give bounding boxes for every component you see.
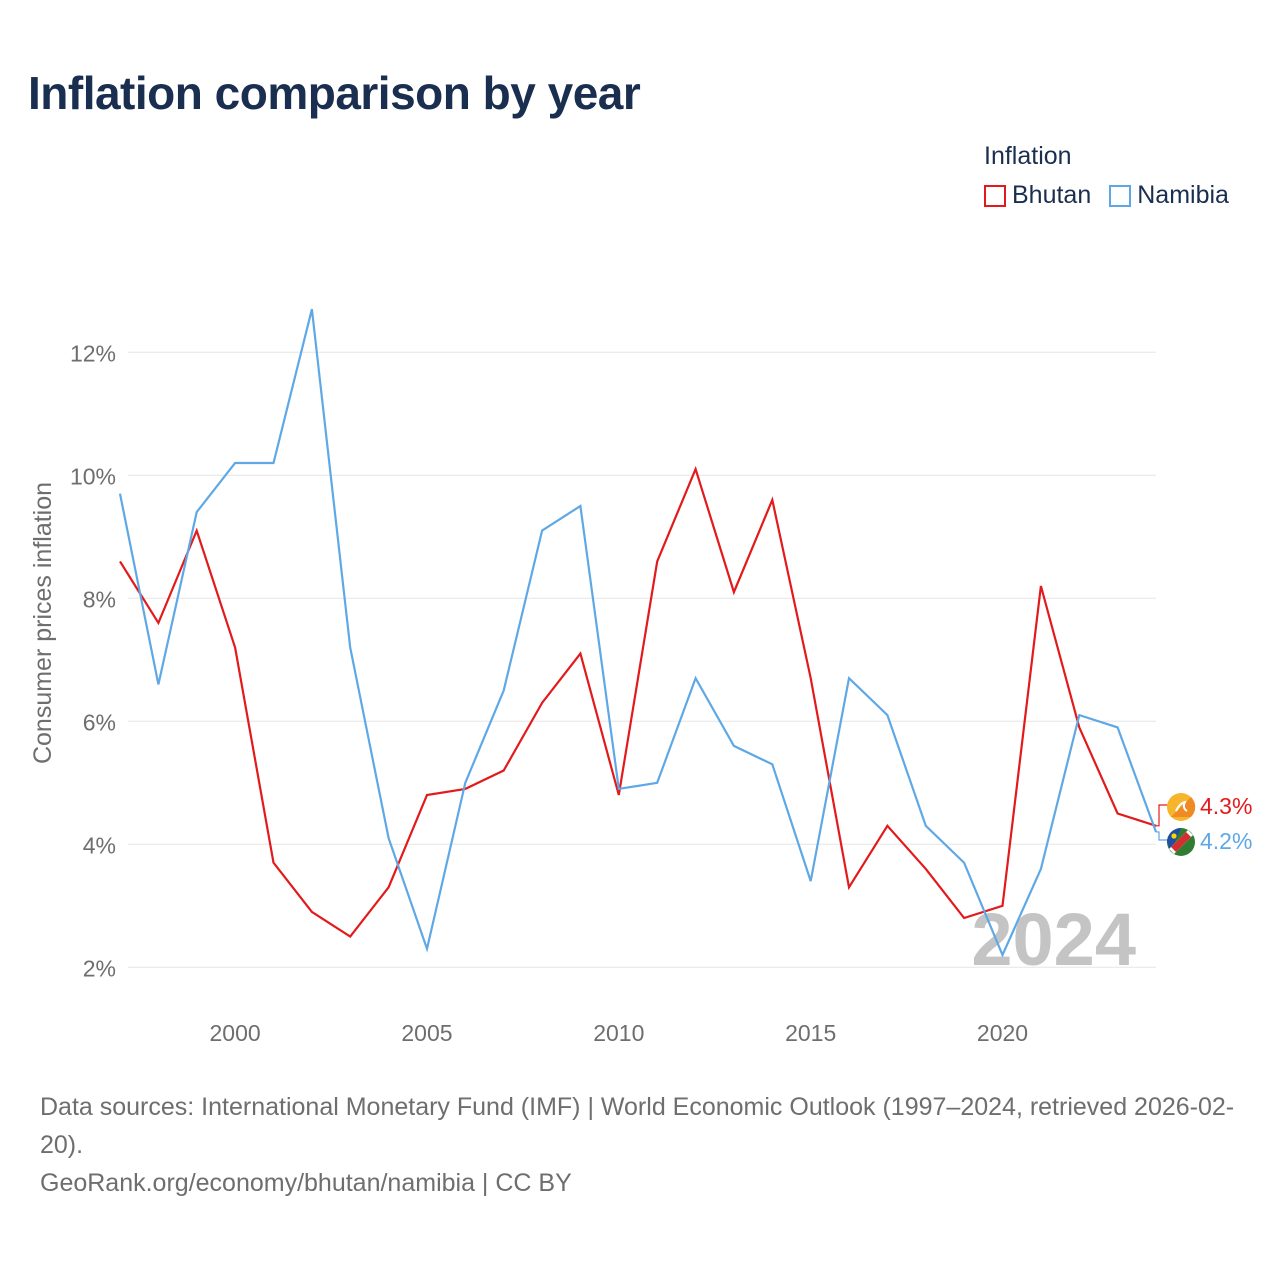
x-tick-label-2010: 2010 xyxy=(593,1020,644,1046)
line-chart: 2024 2% 4% 6% 8% 10% 12% 2000 2005 2010 2015 2020… xyxy=(29,308,1252,1046)
legend-item-bhutan[interactable]: Bhutan xyxy=(984,181,1091,210)
legend: Inflation Bhutan Namibia xyxy=(984,142,1264,210)
end-value-label-bhutan: 4.3% xyxy=(1200,793,1252,819)
legend-item-namibia[interactable]: Namibia xyxy=(1109,181,1229,210)
footer: Data sources: International Monetary Fun… xyxy=(40,1088,1250,1202)
legend-label-namibia: Namibia xyxy=(1137,181,1229,209)
x-tick-label-2015: 2015 xyxy=(785,1020,836,1046)
series-lines xyxy=(118,308,1158,958)
y-tick-label-2: 2% xyxy=(83,955,116,981)
flag-namibia-red xyxy=(1171,832,1191,852)
flag-namibia-blue xyxy=(1167,828,1181,852)
end-connector-namibia xyxy=(1156,831,1170,841)
legend-title: Inflation xyxy=(984,142,1072,170)
flag-namibia-sun xyxy=(1171,833,1177,839)
legend-swatch-namibia xyxy=(1109,184,1132,207)
gridlines xyxy=(128,351,1156,968)
y-tick-label-4: 4% xyxy=(83,832,116,858)
legend-label-bhutan: Bhutan xyxy=(1012,181,1092,209)
flag-bhutan-dragon xyxy=(1175,800,1188,812)
y-tick-label-6: 6% xyxy=(83,709,116,735)
series-line-bhutan xyxy=(119,465,1157,938)
credit-link[interactable]: GeoRank.org/economy/bhutan/namibia | CC … xyxy=(40,1169,572,1197)
y-axis-title: Consumer prices inflation xyxy=(29,482,57,764)
y-tick-label-12: 12% xyxy=(70,340,116,366)
x-tick-label-2005: 2005 xyxy=(401,1020,452,1046)
y-axis-ticks: 2% 4% 6% 8% 10% 12% xyxy=(70,340,116,981)
x-axis-ticks: 2000 2005 2010 2015 2020 xyxy=(210,1020,1029,1046)
y-tick-label-8: 8% xyxy=(83,586,116,612)
x-tick-label-2020: 2020 xyxy=(977,1020,1028,1046)
end-markers: 4.3% 4.2% xyxy=(1156,793,1252,856)
end-connector-bhutan xyxy=(1156,804,1170,827)
end-value-label-namibia: 4.2% xyxy=(1200,828,1252,854)
chart-title: Inflation comparison by year xyxy=(28,67,641,119)
legend-swatch-bhutan xyxy=(984,184,1006,207)
data-sources: Data sources: International Monetary Fun… xyxy=(40,1093,1235,1159)
y-tick-label-10: 10% xyxy=(70,463,116,489)
series-line-namibia xyxy=(118,308,1158,958)
x-tick-label-2000: 2000 xyxy=(210,1020,261,1046)
year-watermark: 2024 xyxy=(971,898,1136,981)
